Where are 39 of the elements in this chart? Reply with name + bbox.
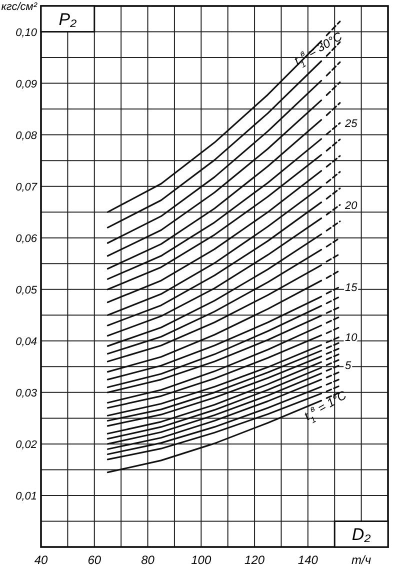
y-axis-title: P₂ [58,10,78,29]
x-tick-label: 120 [244,553,265,567]
x-tick-label: 40 [34,553,48,567]
y-tick-label: 0,01 [16,490,37,502]
x-tick-label: т/ч [352,553,372,567]
line-series [106,138,322,280]
y-tick-label: 0,08 [16,130,38,142]
annotation: 20 [344,200,358,212]
y-tick-label: 0,04 [16,336,37,348]
y-tick-label: 0,06 [16,232,38,245]
x-tick-label: 100 [191,553,212,567]
line-series [106,99,322,257]
y-tick-label: 0,09 [16,78,37,90]
line-series [106,202,322,326]
line-series [106,170,322,304]
line-series [106,305,322,388]
x-tick-label: 140 [298,553,318,567]
line-series [106,119,322,270]
y-tick-label: 0,05 [16,284,38,296]
line-series [106,314,322,394]
y-tick-label: кгс/см² [1,1,38,13]
line-series [106,233,322,347]
y-tick-label: 0,02 [16,438,37,451]
y-tick-label: 0,07 [16,181,38,194]
line-series [106,280,322,373]
line-series [106,248,322,355]
line-series [106,186,322,316]
line-series [106,264,322,362]
y-tick-label: 0,03 [16,387,38,400]
y-tick-label: 0,10 [16,26,38,39]
line-series [106,80,322,244]
line-series [106,217,322,337]
line-series [106,296,322,380]
x-axis-title: D₂ [352,525,372,544]
line-series [106,154,322,290]
x-tick-label: 60 [88,553,102,567]
line-series [106,324,322,404]
x-tick-label: 80 [141,553,155,567]
annotation: 25 [344,118,358,130]
